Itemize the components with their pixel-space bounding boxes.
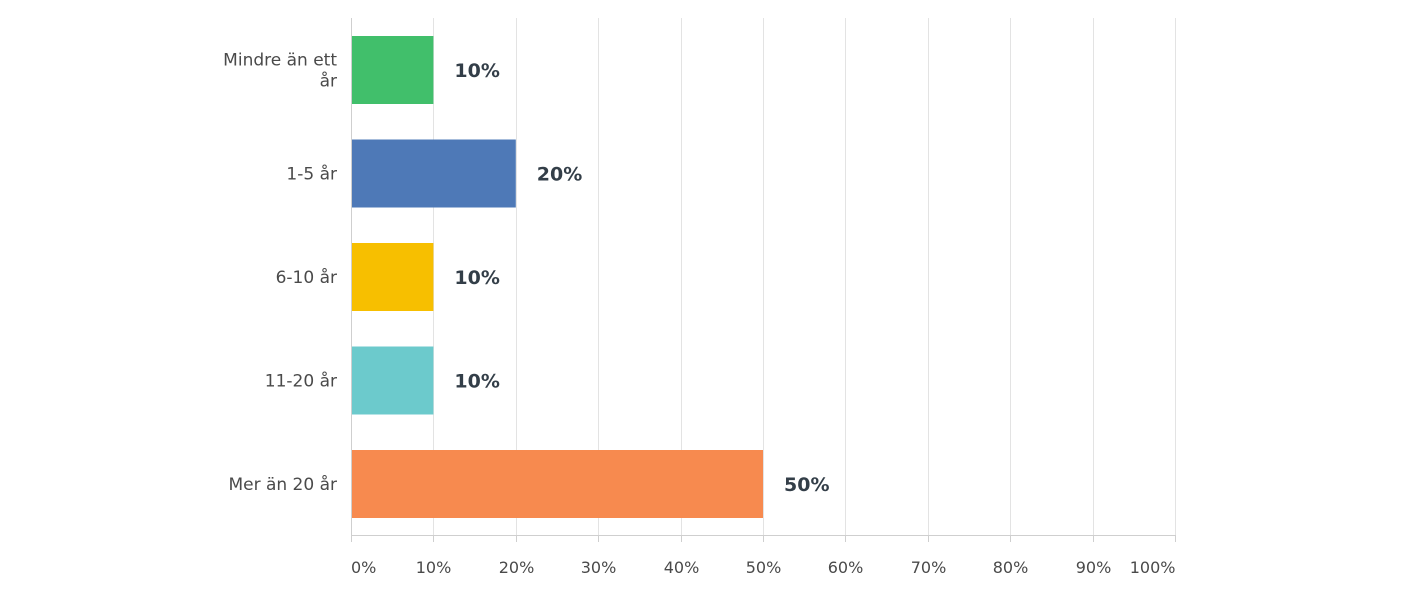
x-tick-label: 0%	[351, 558, 376, 577]
x-tick-label: 10%	[416, 558, 452, 577]
labels: 0% 10% 20% 30% 40% 50% 60% 70% 80% 90% 100% Mindre …	[223, 51, 1175, 578]
x-tick-label: 30%	[581, 558, 617, 577]
x-tick-label: 80%	[993, 558, 1029, 577]
category-label: Mer än 20 år	[228, 474, 337, 495]
value-label: 10%	[454, 60, 499, 82]
x-tick-label: 40%	[664, 558, 700, 577]
x-tick-label: 60%	[828, 558, 864, 577]
x-tick-label: 100%	[1130, 558, 1176, 577]
bar	[352, 346, 434, 415]
bars	[352, 36, 763, 518]
category-label: 11-20 år	[265, 371, 337, 392]
category-label: Mindre än ett år	[223, 51, 337, 92]
category-label: 6-10 år	[276, 267, 337, 288]
value-label: 20%	[537, 164, 582, 186]
grid-lines	[433, 18, 1176, 535]
bar	[352, 139, 516, 208]
category-label: 1-5 år	[286, 164, 337, 185]
bar	[352, 36, 434, 104]
x-tick-label: 20%	[499, 558, 535, 577]
x-tick-label: 50%	[746, 558, 782, 577]
bar	[352, 243, 434, 311]
x-tick-label: 90%	[1076, 558, 1112, 577]
value-label: 50%	[784, 474, 829, 496]
x-tick-label: 70%	[911, 558, 947, 577]
value-label: 10%	[454, 371, 499, 393]
bar	[352, 450, 763, 518]
axes	[351, 18, 1176, 542]
value-label: 10%	[454, 267, 499, 289]
